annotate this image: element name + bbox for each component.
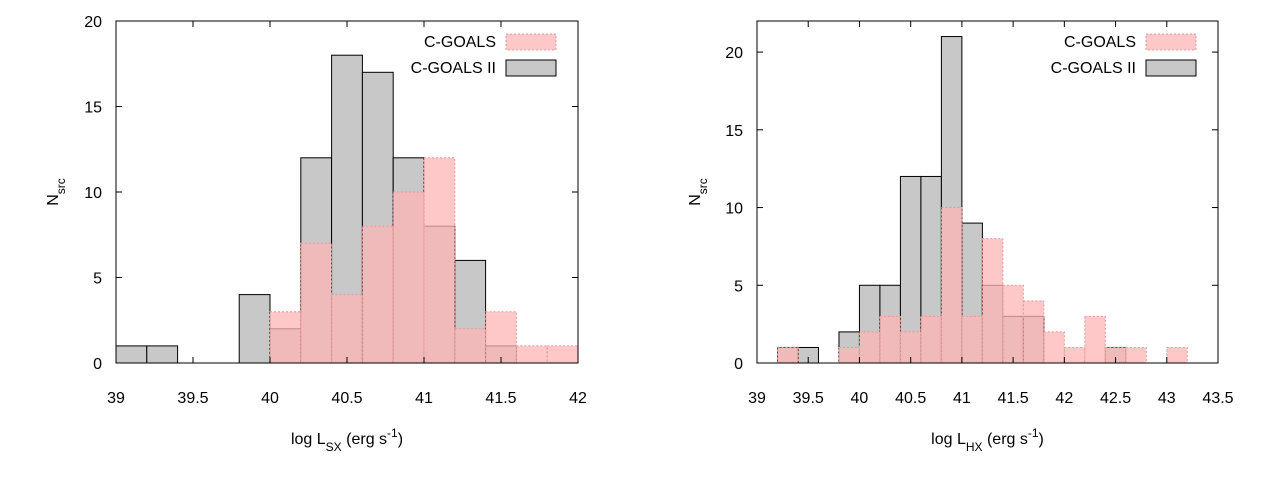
x-tick-label: 41.5 [485,390,516,407]
bar-c-goals-2 [858,331,881,364]
bar-c-goals-5 [423,157,456,364]
bar-c-goals-7 [961,315,983,364]
legend-label-c-goals: C-GOALS [1064,34,1136,51]
bar-c-goals-1 [838,346,860,364]
x-tick-label: 42.5 [1100,390,1131,407]
bar-c-goals-13 [1084,315,1106,364]
bar-c-goals-4 [392,191,425,364]
bar-c-goals-10 [1022,300,1045,364]
y-tick-label: 0 [93,356,102,373]
hard-xray-histogram: 39 39.5 40 40.5 41 41.5 42 42.5 43 43.5 0 5 10 15 20 l… [687,20,1234,454]
x-tick-label: 43.5 [1202,390,1233,407]
x-tick-label: 39 [748,390,766,407]
soft-xray-bars [115,54,579,364]
bar-c-goals-ii-1 [146,345,179,364]
legend-swatch-c-goals-ii [1145,59,1197,77]
bar-c-goals-ii-0 [115,345,148,364]
bar-c-goals-5 [920,315,942,364]
y-axis-label: Nsrc [45,178,68,206]
plot-frame [756,20,1219,364]
x-tick-label: 42 [569,390,587,407]
bar-c-goals-0 [269,311,302,364]
y-tick-label: 20 [84,14,102,31]
legend-label-c-goals-ii: C-GOALS II [411,60,496,77]
x-axis-label: log LHX (erg s-1) [931,426,1044,454]
hard-xray-bars [776,36,1188,364]
bar-c-goals-7 [485,311,517,364]
legend-label-c-goals-ii: C-GOALS II [1051,60,1136,77]
bar-c-goals-6 [454,328,487,364]
y-tick-label: 5 [93,271,102,288]
x-tick-label: 40.5 [895,390,926,407]
bar-c-goals-3 [879,315,901,364]
x-tick-label: 39 [107,390,125,407]
legend: C-GOALS C-GOALS II [1051,33,1197,77]
bar-c-goals-3 [361,225,394,364]
x-axis-label: log LSX (erg s-1) [291,426,403,454]
y-tick-label: 20 [725,45,743,62]
bar-c-goals-1 [300,242,333,364]
bar-c-goals-2 [331,294,363,364]
x-tick-label: 40.5 [331,390,362,407]
y-tick-label: 5 [734,278,743,295]
bar-c-goals-6 [940,207,963,364]
axis-ticks: 39 39.5 40 40.5 41 41.5 42 42.5 43 43.5 0 5 10 15 20 [725,21,1234,407]
y-tick-label: 15 [725,123,743,140]
bar-c-goals-11 [1043,331,1065,364]
bar-c-goals-ii-2 [238,294,271,364]
legend-label-c-goals: C-GOALS [424,34,496,51]
legend-swatch-c-goals [1145,33,1197,51]
x-tick-label: 40 [851,390,869,407]
bar-c-goals-9 [546,345,579,364]
x-tick-label: 42 [1055,390,1073,407]
legend-swatch-c-goals [505,33,557,51]
x-tick-label: 40 [261,390,279,407]
y-tick-label: 10 [725,201,743,218]
axis-ticks: 39 39.5 40 40.5 41 41.5 42 0 5 10 15 20 [84,14,587,407]
bar-c-goals-16 [1166,346,1188,364]
y-tick-label: 10 [84,185,102,202]
y-tick-label: 15 [84,100,102,117]
bar-c-goals-15 [1125,346,1147,364]
bar-c-goals-8 [981,238,1004,364]
x-tick-label: 39.5 [177,390,208,407]
x-tick-label: 39.5 [793,390,824,407]
y-tick-label: 0 [734,356,743,373]
bar-c-goals-8 [515,345,548,364]
x-tick-label: 43 [1158,390,1176,407]
legend-swatch-c-goals-ii [505,59,557,77]
bar-c-goals-12 [1063,346,1086,364]
y-axis-label: Nsrc [687,178,710,206]
x-tick-label: 41 [953,390,971,407]
bar-c-goals-0 [776,346,799,364]
legend: C-GOALS C-GOALS II [411,33,557,77]
x-tick-label: 41 [415,390,433,407]
bar-c-goals-9 [1002,284,1024,364]
x-tick-label: 41.5 [998,390,1029,407]
soft-xray-histogram: 39 39.5 40 40.5 41 41.5 42 0 5 10 15 20 log LSX (er… [45,14,587,454]
